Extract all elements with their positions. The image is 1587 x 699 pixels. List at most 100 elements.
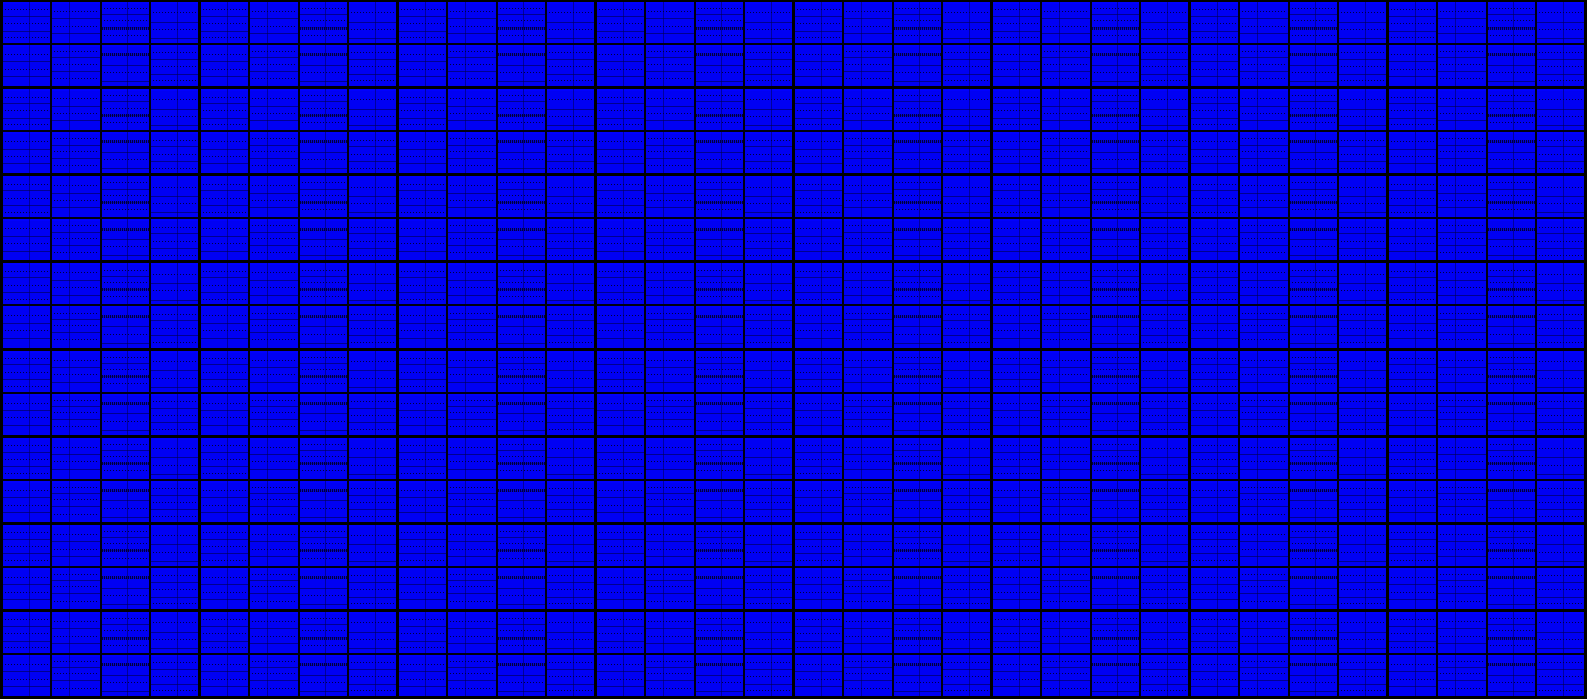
screen-tile	[1191, 611, 1386, 696]
panel-dotted-line	[1093, 182, 1137, 184]
panel-hairline	[1140, 335, 1188, 337]
panel-dotted-line	[5, 228, 49, 230]
screen-panel	[1338, 89, 1386, 131]
panel-hairline	[1487, 151, 1535, 153]
panel-hairline	[201, 584, 249, 586]
panel-dense-band	[695, 113, 743, 117]
panel-dotted-line	[152, 226, 196, 228]
panel-dotted-line	[1193, 472, 1237, 474]
panel-dotted-line	[995, 270, 1039, 272]
panel-dotted-line	[1044, 687, 1088, 689]
panel-dense-band	[695, 401, 743, 405]
panel-dotted-line	[54, 252, 98, 254]
panel-dotted-line	[1044, 324, 1088, 326]
panel-divider	[1454, 437, 1456, 479]
panel-hairline	[497, 14, 545, 16]
screen-panel	[942, 524, 990, 566]
panel-hairline	[844, 244, 892, 246]
panel-dotted-line	[401, 385, 445, 387]
panel-hairline	[299, 587, 347, 589]
panel-dotted-line	[1340, 447, 1384, 449]
panel-dotted-line	[1044, 673, 1088, 675]
panel-hairline	[795, 451, 843, 453]
panel-dotted-line	[648, 225, 692, 227]
panel-hairline	[150, 494, 198, 496]
panel-dotted-line	[252, 11, 296, 13]
panel-hairline	[52, 593, 100, 595]
panel-hairline	[399, 76, 447, 78]
panel-dotted-line	[599, 357, 643, 359]
panel-dotted-line	[1044, 287, 1088, 289]
panel-hairline	[1042, 643, 1090, 645]
panel-divider	[1058, 306, 1060, 348]
screen-panel	[497, 132, 545, 174]
panel-hairline	[795, 103, 843, 105]
panel-divider	[770, 132, 772, 174]
panel-dotted-line	[1193, 357, 1237, 359]
panel-hairline	[52, 381, 100, 383]
screen-panel	[993, 306, 1041, 348]
panel-dotted-line	[548, 139, 592, 141]
panel-dotted-line	[252, 63, 296, 65]
panel-dotted-line	[1538, 327, 1582, 329]
panel-dotted-line	[797, 532, 841, 534]
screen-panel	[1438, 132, 1486, 174]
panel-dotted-line	[1340, 99, 1384, 101]
panel-divider	[1058, 524, 1060, 566]
panel-dotted-line	[944, 690, 988, 692]
panel-divider	[1364, 437, 1366, 479]
panel-divider	[127, 2, 129, 44]
panel-divider	[1058, 132, 1060, 174]
panel-dense-band	[893, 140, 941, 144]
panel-dotted-line	[1093, 209, 1137, 211]
panel-hairline	[1042, 207, 1090, 209]
panel-dotted-line	[203, 96, 247, 98]
panel-hairline	[646, 506, 694, 508]
panel-hairline	[1240, 643, 1288, 645]
panel-divider	[770, 2, 772, 44]
panel-divider	[424, 654, 426, 696]
panel-dotted-line	[1193, 37, 1237, 39]
panel-divider	[622, 611, 624, 653]
panel-hairline	[1438, 628, 1486, 630]
screen-panel	[3, 567, 51, 609]
panel-dense-band	[695, 375, 743, 379]
panel-divider	[1315, 132, 1317, 174]
panel-hairline	[299, 326, 347, 328]
panel-hairline	[1289, 326, 1337, 328]
panel-hairline	[448, 541, 496, 543]
panel-dotted-line	[944, 290, 988, 292]
screen-panel	[1240, 45, 1288, 87]
screen-panel	[250, 611, 298, 653]
panel-divider	[820, 654, 822, 696]
panel-dotted-line	[350, 341, 394, 343]
panel-dotted-line	[450, 138, 494, 140]
screen-panel	[299, 393, 347, 435]
panel-hairline	[1438, 506, 1486, 508]
panel-dotted-line	[450, 324, 494, 326]
panel-dotted-line	[103, 594, 147, 596]
panel-dotted-line	[648, 112, 692, 114]
panel-hairline	[744, 668, 792, 670]
panel-hairline	[399, 466, 447, 468]
panel-dotted-line	[350, 676, 394, 678]
screen-panel	[1140, 89, 1188, 131]
panel-hairline	[348, 108, 396, 110]
panel-dotted-line	[746, 153, 790, 155]
panel-dotted-line	[5, 504, 49, 506]
panel-hairline	[150, 683, 198, 685]
panel-dotted-line	[548, 327, 592, 329]
panel-dotted-line	[697, 194, 741, 196]
screen-panel	[546, 654, 594, 696]
panel-dotted-line	[1489, 557, 1533, 559]
screen-panel	[1438, 350, 1486, 392]
panel-hairline	[201, 117, 249, 119]
panel-divider	[1562, 263, 1564, 305]
panel-dotted-line	[1093, 557, 1137, 559]
screen-panel	[101, 611, 149, 653]
panel-dotted-line	[5, 445, 49, 447]
panel-dotted-line	[1142, 203, 1186, 205]
panel-hairline	[1438, 279, 1486, 281]
screen-panel	[795, 306, 843, 348]
panel-divider	[572, 2, 574, 44]
